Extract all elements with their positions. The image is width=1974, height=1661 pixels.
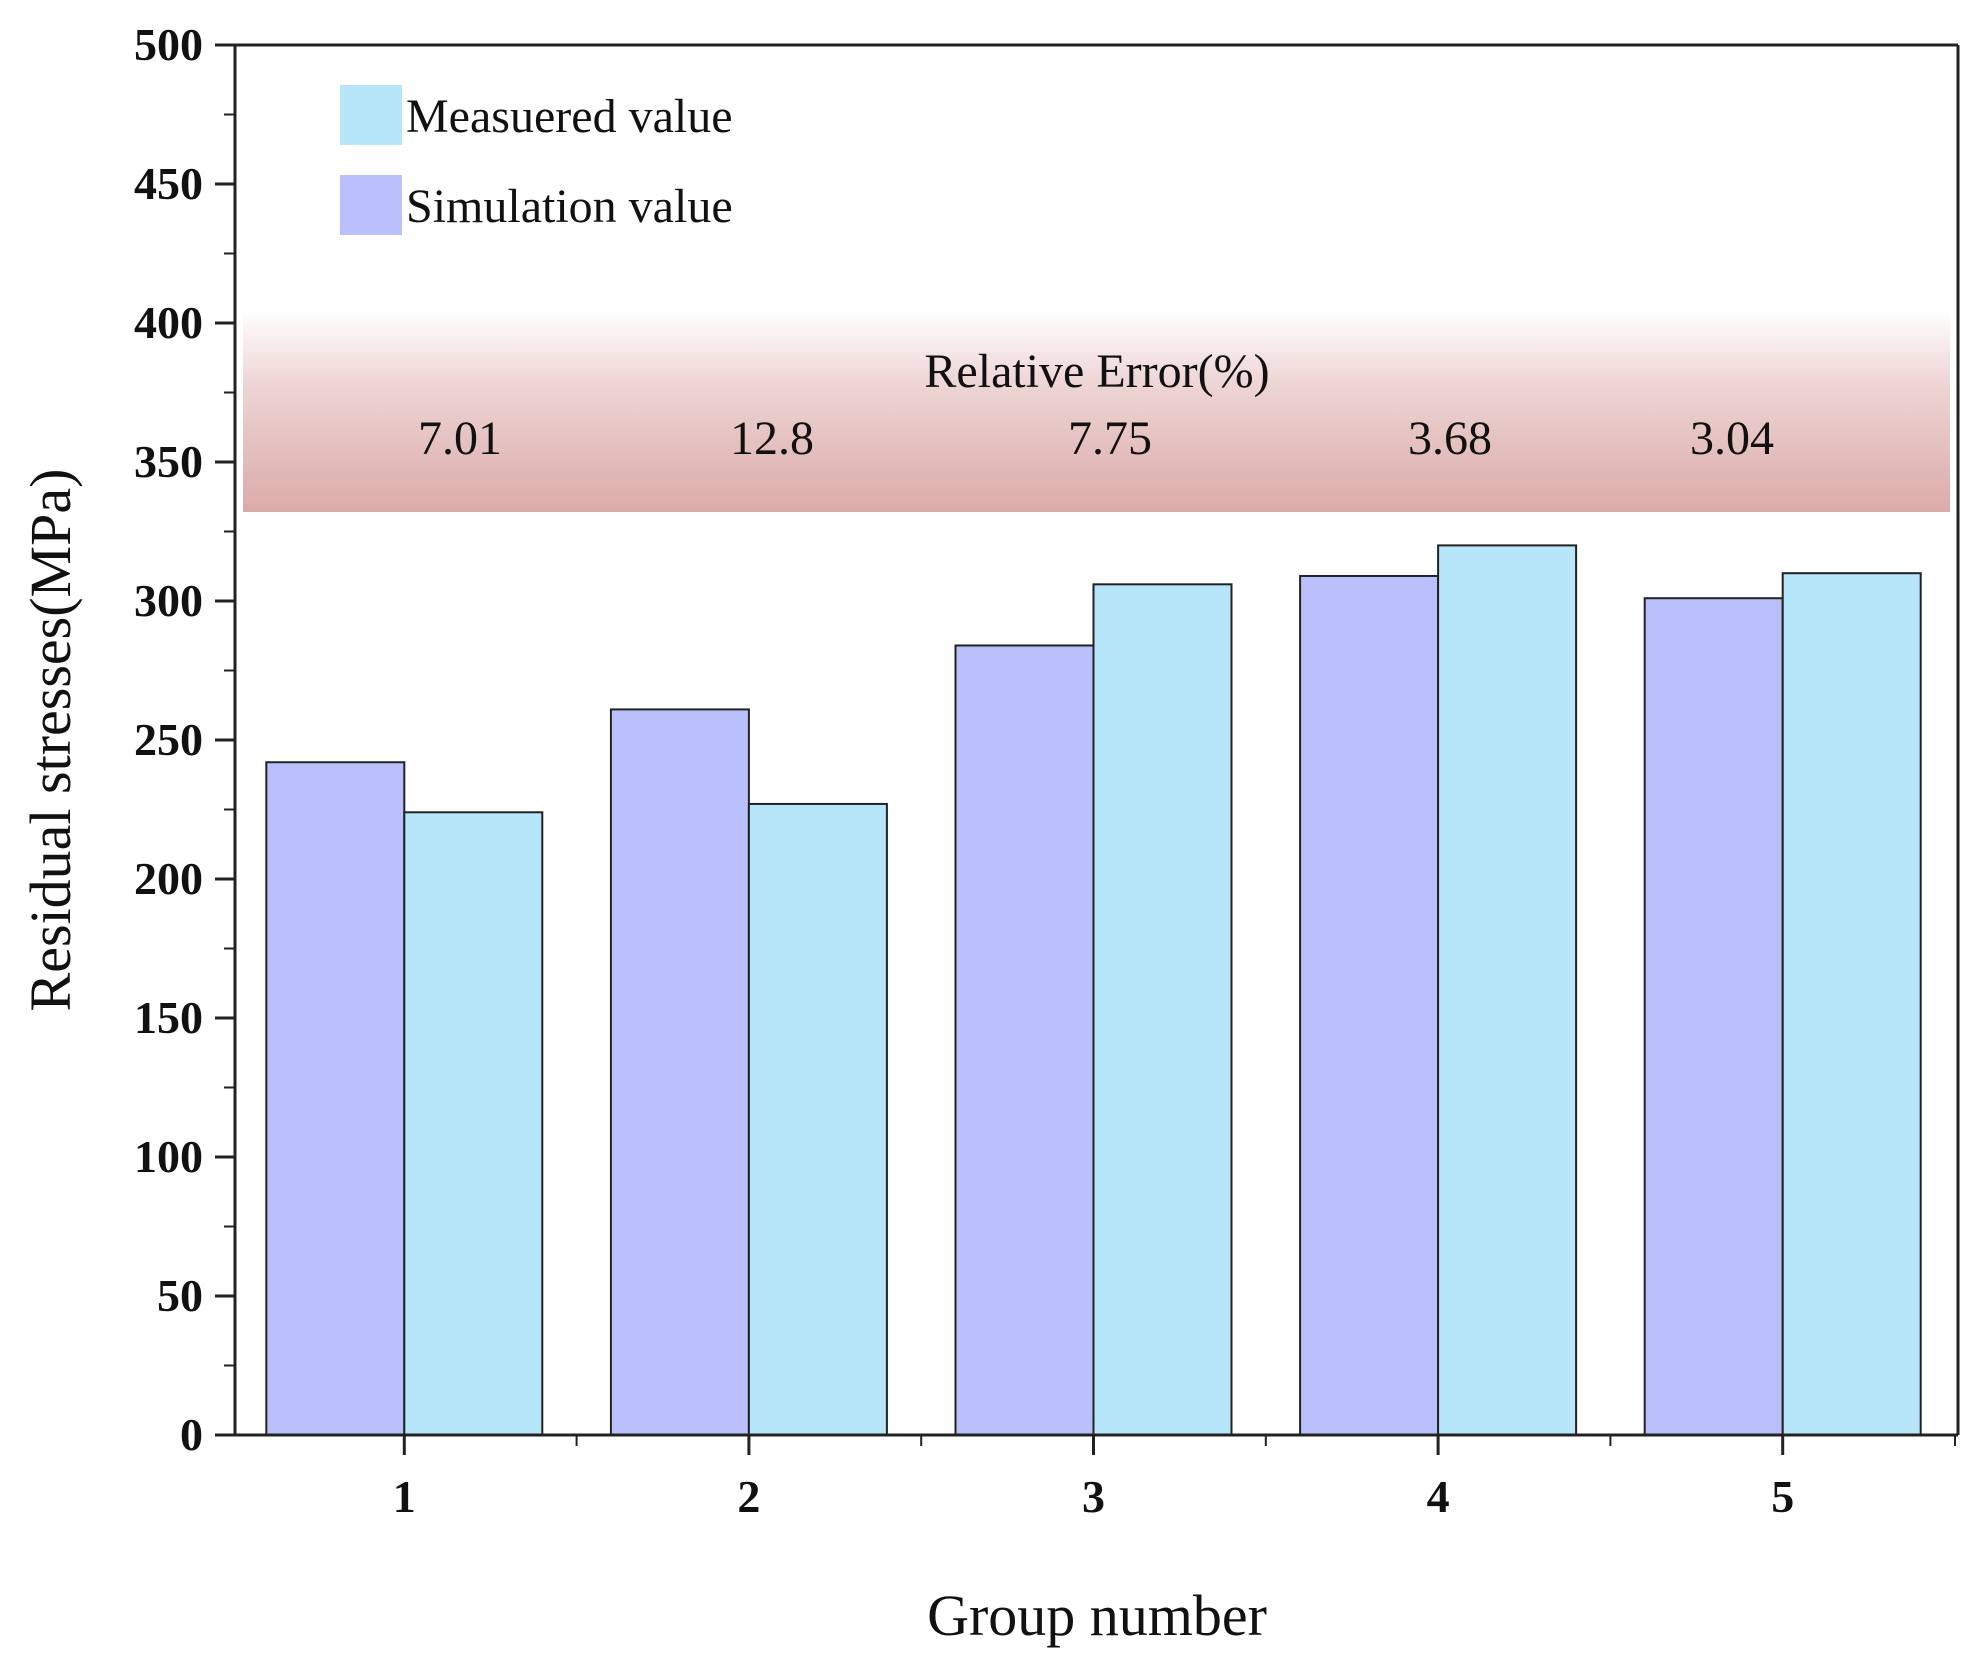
- relative-error-value-5: 3.04: [1690, 412, 1774, 465]
- x-tick-label-4: 4: [1427, 1471, 1450, 1522]
- bar-simulation-group-3: [954, 644, 1095, 1436]
- y-tick-label-500: 500: [134, 19, 203, 70]
- relative-error-band: [243, 309, 1950, 513]
- relative-error-title: Relative Error(%): [924, 345, 1269, 398]
- y-tick-label-50: 50: [157, 1270, 203, 1321]
- y-tick-label-200: 200: [134, 853, 203, 904]
- x-axis-ticks: 1 2 3 4 5: [393, 1435, 1956, 1522]
- y-tick-label-250: 250: [134, 714, 203, 765]
- bar-measured-group-1: [403, 811, 544, 1436]
- bar-simulation-group-5: [1643, 597, 1784, 1436]
- y-axis-ticks: 0 50 100 150 200 250 300 350 400 450 500: [134, 19, 235, 1460]
- relative-error-value-3: 7.75: [1068, 412, 1152, 465]
- y-tick-label-450: 450: [134, 158, 203, 209]
- bar-simulation-group-4: [1299, 574, 1440, 1436]
- y-tick-label-0: 0: [180, 1409, 203, 1460]
- x-tick-label-5: 5: [1771, 1471, 1794, 1522]
- y-axis-title: Residual stresses(MPa): [18, 469, 83, 1012]
- legend: Measuered value Simulation value: [340, 85, 733, 235]
- x-tick-label-3: 3: [1082, 1471, 1105, 1522]
- bar-simulation-group-1: [265, 761, 406, 1436]
- relative-error-value-4: 3.68: [1408, 412, 1492, 465]
- relative-error-values: 7.01 12.8 7.75 3.68 3.04: [418, 412, 1774, 465]
- legend-swatch-simulation: [340, 175, 402, 235]
- relative-error-value-2: 12.8: [730, 412, 814, 465]
- bar-simulation-group-2: [609, 708, 750, 1436]
- y-tick-label-400: 400: [134, 297, 203, 348]
- x-tick-label-2: 2: [737, 1471, 760, 1522]
- y-tick-label-350: 350: [134, 436, 203, 487]
- bar-measured-group-3: [1092, 583, 1233, 1436]
- relative-error-value-1: 7.01: [418, 412, 502, 465]
- legend-label-measured: Measuered value: [406, 90, 733, 143]
- y-tick-label-300: 300: [134, 575, 203, 626]
- x-axis-title: Group number: [927, 1583, 1267, 1648]
- y-tick-label-150: 150: [134, 992, 203, 1043]
- bar-measured-group-2: [747, 802, 888, 1436]
- x-tick-label-1: 1: [393, 1471, 416, 1522]
- legend-swatch-measured: [340, 85, 402, 145]
- bar-measured-group-5: [1781, 572, 1922, 1436]
- y-tick-label-100: 100: [134, 1131, 203, 1182]
- legend-label-simulation: Simulation value: [406, 180, 733, 233]
- bar-measured-group-4: [1437, 544, 1578, 1436]
- bars: [265, 544, 1922, 1436]
